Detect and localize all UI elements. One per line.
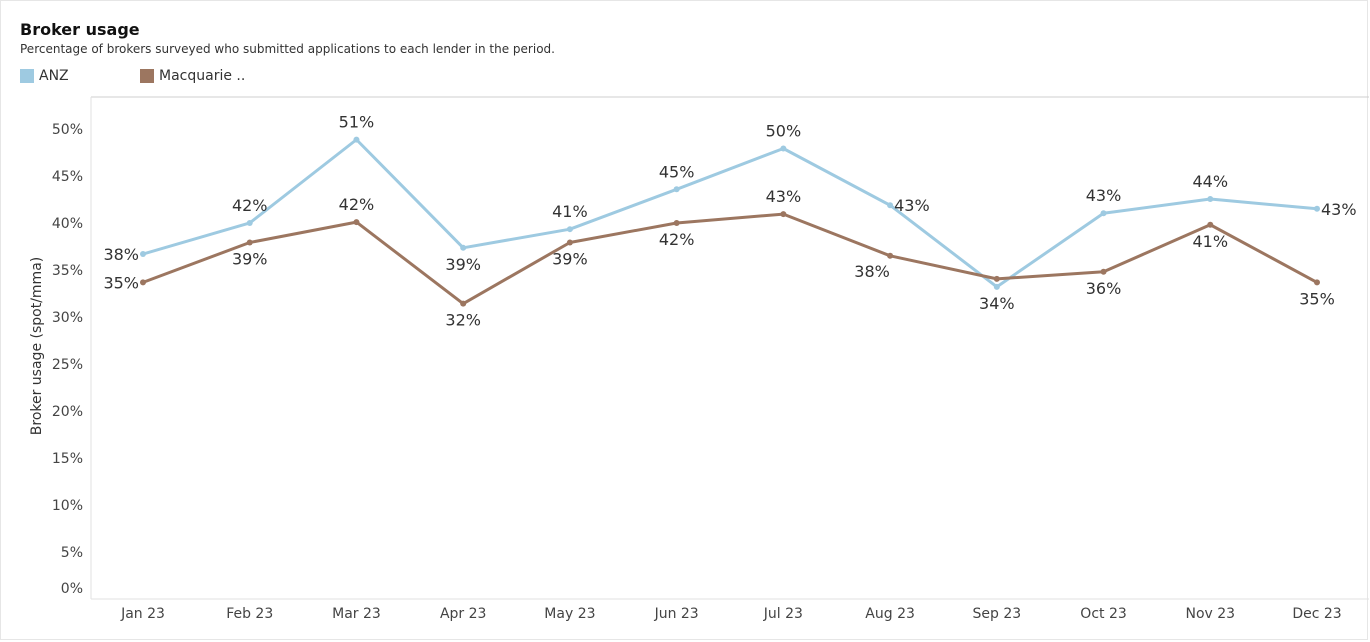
- data-label: 36%: [1086, 279, 1122, 298]
- x-tick-label: Dec 23: [1292, 606, 1341, 622]
- x-tick-label: Sep 23: [972, 606, 1021, 622]
- data-point: [780, 211, 787, 218]
- data-label: 39%: [445, 255, 481, 274]
- data-label: 51%: [339, 113, 375, 132]
- legend-swatch-macquarie: [140, 69, 154, 83]
- data-label: 39%: [552, 249, 588, 268]
- data-label: 45%: [659, 162, 695, 181]
- x-tick-label: Jul 23: [763, 606, 803, 622]
- data-point: [1207, 196, 1214, 203]
- series-line-anz: [142, 138, 1318, 289]
- data-label: 44%: [1192, 172, 1228, 191]
- chart-subtitle: Percentage of brokers surveyed who submi…: [20, 42, 555, 56]
- data-point: [1314, 205, 1320, 212]
- data-point: [993, 275, 1000, 282]
- data-point: [1100, 268, 1107, 275]
- data-point: [566, 226, 573, 233]
- y-tick-label: 5%: [61, 545, 83, 561]
- x-tick-label: May 23: [544, 606, 595, 622]
- y-tick-label: 15%: [52, 451, 83, 467]
- data-label: 43%: [1321, 200, 1357, 219]
- x-tick-label: Aug 23: [865, 606, 915, 622]
- data-point: [460, 300, 467, 307]
- data-point: [353, 219, 360, 226]
- data-label: 41%: [552, 202, 588, 221]
- data-point: [1207, 221, 1214, 228]
- data-point: [460, 244, 467, 251]
- data-point: [887, 252, 894, 259]
- x-tick-label: Feb 23: [226, 606, 273, 622]
- data-point: [780, 145, 787, 152]
- legend-item-macquarie[interactable]: Macquarie ..: [140, 68, 245, 84]
- y-tick-label: 50%: [52, 122, 83, 138]
- data-label: 42%: [339, 195, 375, 214]
- data-label: 43%: [766, 187, 802, 206]
- data-label: 41%: [1192, 232, 1228, 251]
- data-point: [246, 219, 253, 226]
- y-tick-label: 35%: [52, 263, 83, 279]
- legend-label-anz: ANZ: [39, 68, 69, 84]
- data-label: 35%: [1299, 289, 1335, 308]
- data-point: [673, 219, 680, 226]
- x-tick-label: Nov 23: [1185, 606, 1235, 622]
- data-point: [246, 239, 253, 246]
- x-tick-label: Oct 23: [1080, 606, 1126, 622]
- data-point: [140, 279, 146, 286]
- data-point: [566, 239, 573, 246]
- y-tick-label: 45%: [52, 169, 83, 185]
- data-label: 43%: [894, 196, 930, 215]
- data-point: [887, 202, 894, 209]
- data-label: 43%: [1086, 186, 1122, 205]
- data-label: 50%: [766, 121, 802, 140]
- data-label: 38%: [854, 262, 890, 281]
- y-tick-label: 10%: [52, 498, 83, 514]
- x-tick-label: Jan 23: [120, 606, 165, 622]
- data-point: [140, 251, 146, 258]
- legend-item-anz[interactable]: ANZ: [20, 68, 69, 84]
- y-axis-title: Broker usage (spot/mma): [29, 257, 45, 435]
- legend-label-macquarie: Macquarie ..: [159, 68, 246, 84]
- x-tick-label: Apr 23: [440, 606, 486, 622]
- data-label: 42%: [232, 196, 268, 215]
- data-label: 39%: [232, 249, 268, 268]
- series-line-macquarie: [142, 212, 1318, 306]
- x-tick-label: Mar 23: [332, 606, 381, 622]
- data-label: 38%: [103, 245, 139, 264]
- data-point: [1314, 279, 1320, 286]
- legend-swatch-anz: [20, 69, 34, 83]
- y-tick-label: 20%: [52, 404, 83, 420]
- y-tick-label: 40%: [52, 216, 83, 232]
- chart-title: Broker usage: [20, 20, 140, 39]
- data-label: 34%: [979, 294, 1015, 313]
- data-label: 35%: [103, 273, 139, 292]
- data-point: [353, 136, 360, 143]
- data-label: 42%: [659, 230, 695, 249]
- data-point: [993, 283, 1000, 290]
- y-tick-label: 25%: [52, 357, 83, 373]
- y-tick-label: 0%: [61, 581, 83, 597]
- x-tick-label: Jun 23: [654, 606, 699, 622]
- data-point: [1100, 210, 1107, 217]
- y-tick-label: 30%: [52, 310, 83, 326]
- data-label: 32%: [445, 311, 481, 330]
- data-point: [673, 186, 680, 193]
